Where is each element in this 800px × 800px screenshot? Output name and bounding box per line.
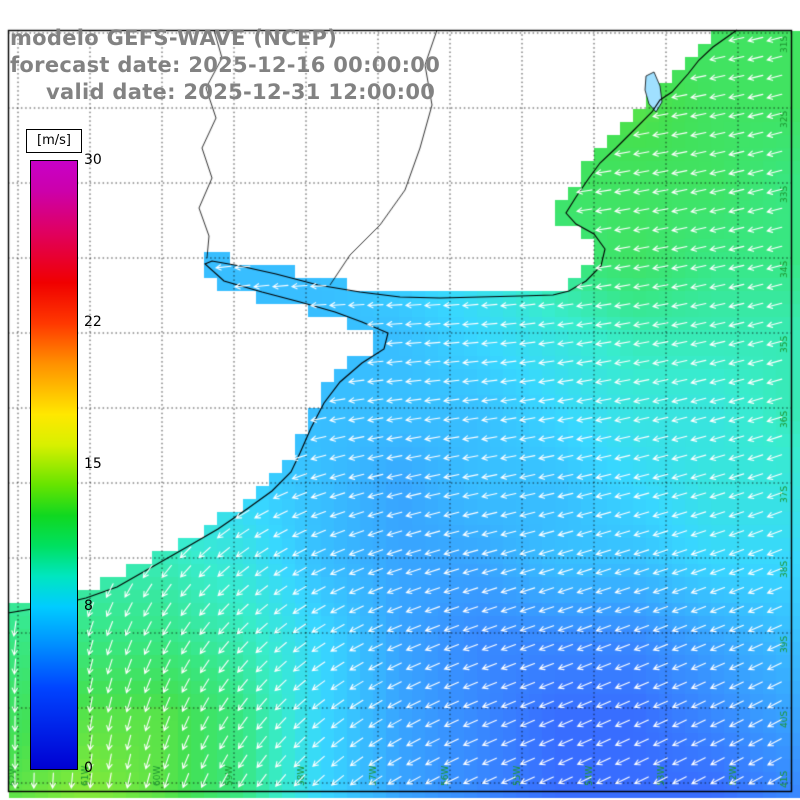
colorbar-gradient: [30, 160, 78, 770]
forecast-date-label: forecast date: 2025-12-16 00:00:00: [10, 53, 441, 77]
colorbar-tick-15: 15: [84, 456, 102, 472]
colorbar-tick-30: 30: [84, 152, 102, 168]
model-title: modelo GEFS-WAVE (NCEP): [10, 26, 338, 50]
colorbar-tick-8: 8: [84, 597, 93, 614]
colorbar-tick-22: 22: [84, 314, 102, 331]
valid-date-label: valid date: 2025-12-31 12:00:00: [46, 80, 436, 104]
colorbar-tick-0: 0: [84, 760, 93, 776]
colorbar-units-label: [m/s]: [26, 129, 82, 153]
